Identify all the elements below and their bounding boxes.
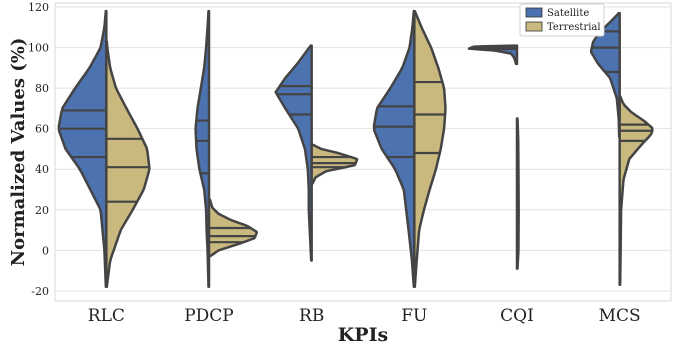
legend-label-satellite: Satellite bbox=[547, 8, 589, 19]
x-tick-label: MCS bbox=[599, 306, 641, 326]
y-tick-label: 80 bbox=[35, 82, 49, 95]
plot-background bbox=[54, 2, 672, 302]
legend-swatch-terrestrial bbox=[525, 21, 543, 32]
violin-satellite-cqi bbox=[467, 44, 519, 66]
y-axis-label: Normalized Values (%) bbox=[8, 38, 29, 267]
y-tick-label: 120 bbox=[28, 1, 49, 14]
y-tick-label: 60 bbox=[35, 123, 49, 136]
x-axis-label: KPIs bbox=[338, 324, 388, 345]
violin-terrestrial-cqi bbox=[515, 117, 520, 270]
x-tick-label: PDCP bbox=[184, 306, 234, 326]
x-axis-ticks: RLC PDCP RB FU CQI MCS bbox=[88, 306, 641, 326]
violin-satellite-fu bbox=[372, 9, 416, 289]
x-tick-label: RB bbox=[299, 306, 324, 326]
x-tick-label: FU bbox=[401, 306, 427, 326]
violin-satellite-pdcp bbox=[194, 9, 211, 289]
violin-terrestrial-fu bbox=[413, 9, 447, 289]
violin-satellite-rb bbox=[274, 44, 313, 262]
y-tick-label: 40 bbox=[35, 163, 49, 176]
legend-swatch-satellite bbox=[525, 7, 543, 18]
y-tick-label: -20 bbox=[31, 285, 49, 298]
violin-terrestrial-mcs bbox=[618, 95, 654, 287]
y-tick-label: 20 bbox=[35, 204, 49, 217]
violin-satellite-rlc bbox=[57, 9, 108, 289]
y-tick-label: 100 bbox=[28, 42, 49, 55]
x-tick-label: CQI bbox=[500, 306, 534, 326]
legend-label-terrestrial: Terrestrial bbox=[547, 22, 601, 33]
violins bbox=[57, 9, 654, 289]
y-tick-label: 0 bbox=[42, 244, 49, 257]
legend: Satellite Terrestrial bbox=[519, 3, 605, 37]
x-tick-label: RLC bbox=[88, 306, 125, 326]
y-axis-ticks: -20 0 20 40 60 80 100 120 bbox=[28, 1, 49, 298]
grid-lines bbox=[55, 6, 671, 292]
